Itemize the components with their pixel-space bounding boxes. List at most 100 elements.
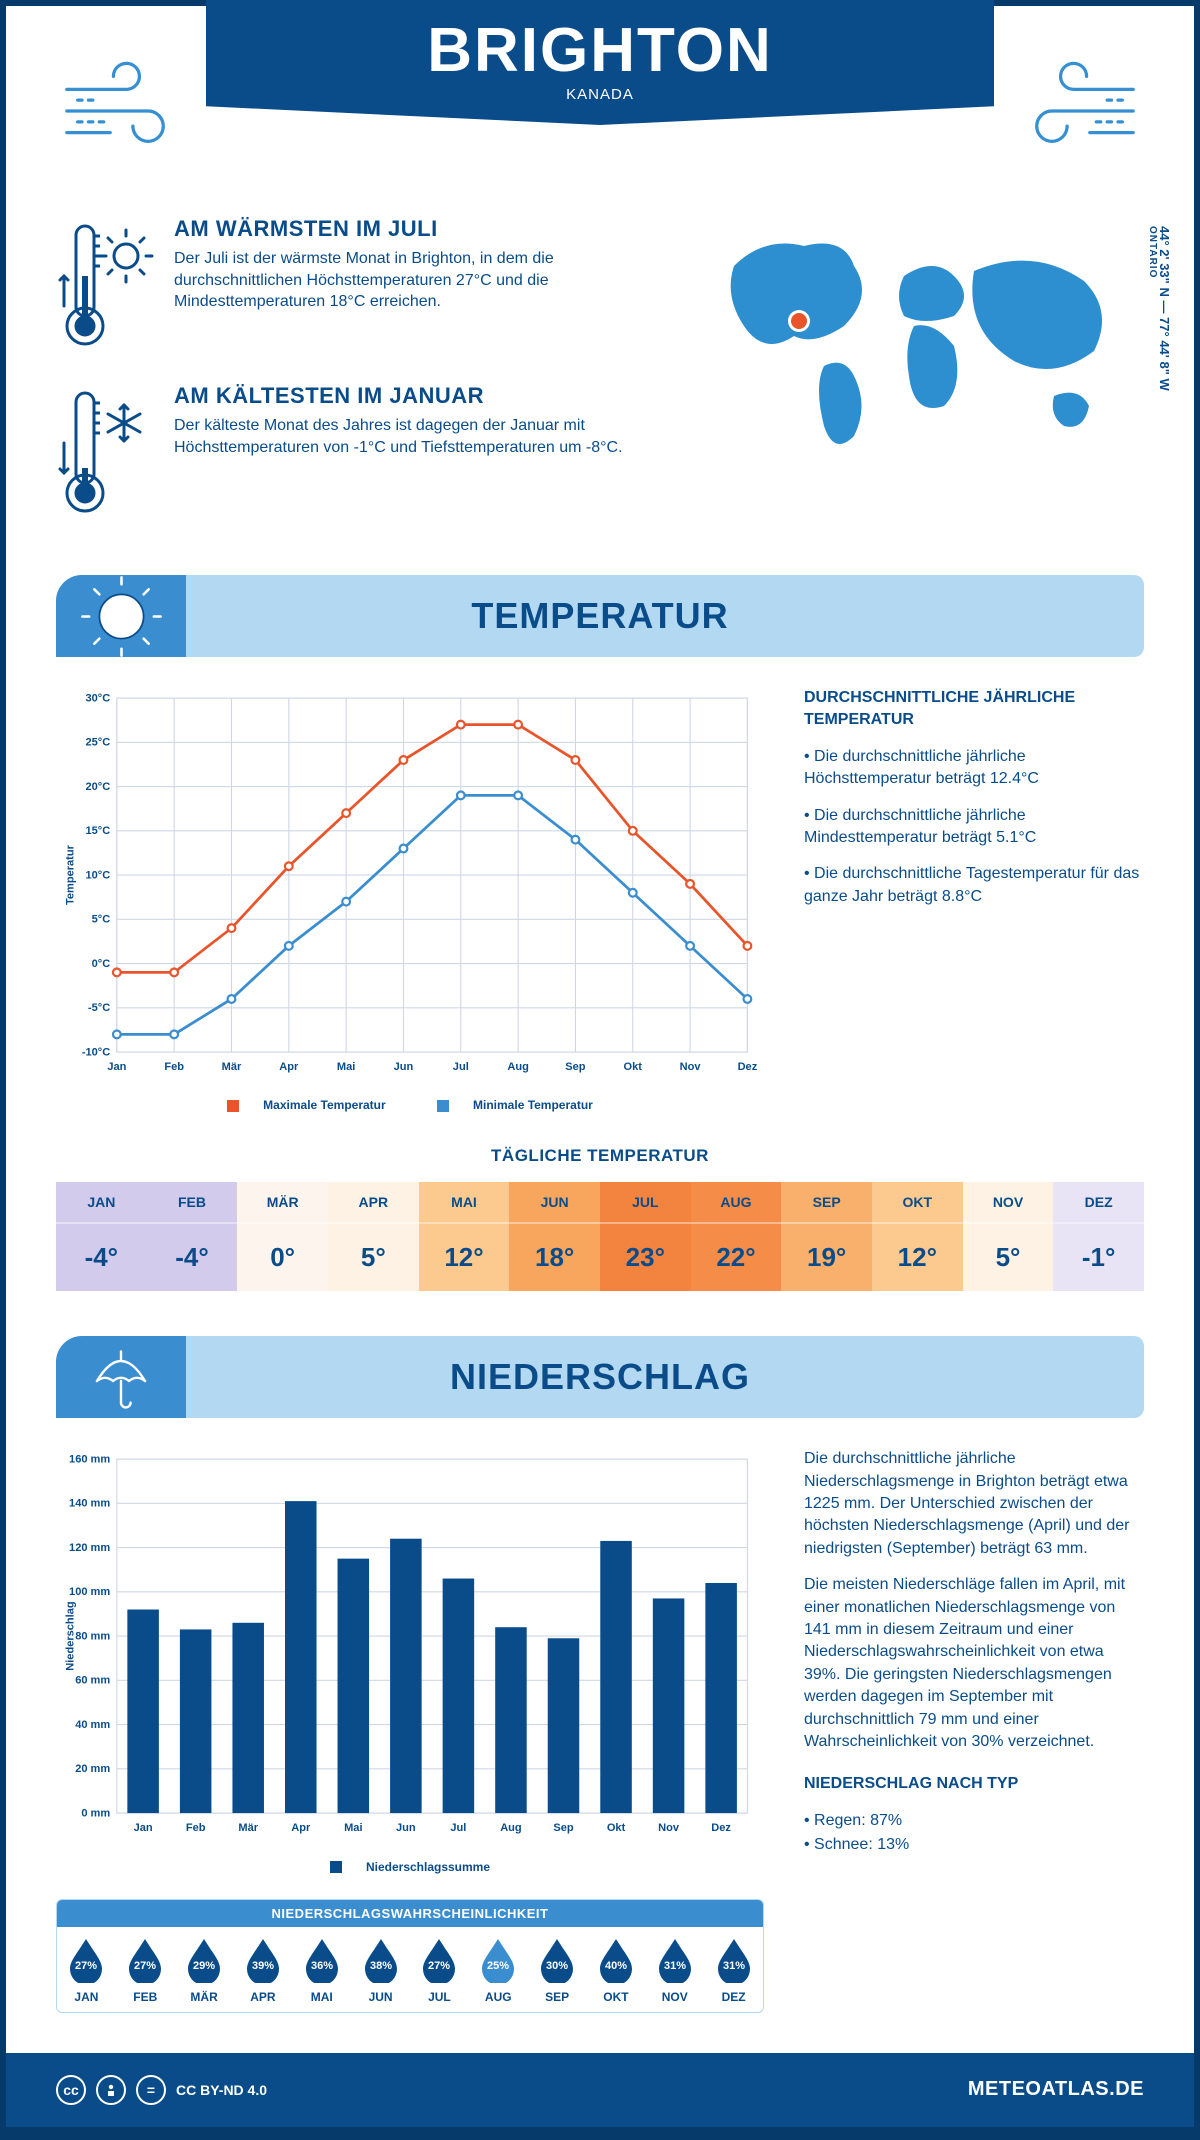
coldest-title: AM KÄLTESTEN IM JANUAR — [174, 383, 674, 409]
svg-text:0 mm: 0 mm — [81, 1808, 110, 1820]
prob-drop: 31% DEZ — [704, 1927, 763, 2012]
daily-month: JUN — [509, 1182, 600, 1224]
svg-text:Sep: Sep — [565, 1061, 586, 1073]
daily-month: AUG — [691, 1182, 782, 1224]
country-name: KANADA — [206, 86, 994, 103]
precipitation-title: NIEDERSCHLAG — [56, 1356, 1144, 1398]
temperature-section-header: TEMPERATUR — [56, 575, 1144, 657]
temperature-title: TEMPERATUR — [56, 595, 1144, 637]
svg-text:30°C: 30°C — [86, 692, 111, 704]
daily-month: SEP — [781, 1182, 872, 1224]
svg-text:Jan: Jan — [134, 1822, 153, 1834]
daily-value: 0° — [237, 1224, 328, 1291]
svg-text:20°C: 20°C — [86, 781, 111, 793]
svg-text:36%: 36% — [311, 1960, 333, 1972]
daily-value: 5° — [963, 1224, 1054, 1291]
summary-row: AM WÄRMSTEN IM JULI Der Juli ist der wär… — [56, 216, 1144, 550]
umbrella-icon — [56, 1336, 186, 1418]
svg-text:40 mm: 40 mm — [75, 1719, 110, 1731]
coldest-text: Der kälteste Monat des Jahres ist dagege… — [174, 415, 674, 458]
svg-text:27%: 27% — [428, 1960, 450, 1972]
svg-text:Feb: Feb — [186, 1822, 206, 1834]
svg-text:10°C: 10°C — [86, 869, 111, 881]
svg-text:29%: 29% — [193, 1960, 215, 1972]
daily-month: MAI — [419, 1182, 510, 1224]
cc-icon: cc — [56, 2075, 86, 2105]
precip-snow: • Schnee: 13% — [804, 1834, 1144, 1856]
thermometer-cold-icon — [56, 383, 156, 528]
daily-value: -4° — [147, 1224, 238, 1291]
daily-value: 23° — [600, 1224, 691, 1291]
precipitation-bar-chart: 0 mm20 mm40 mm60 mm80 mm100 mm120 mm140 … — [56, 1448, 764, 1846]
precip-rain: • Regen: 87% — [804, 1810, 1144, 1832]
license: cc = CC BY-ND 4.0 — [56, 2075, 267, 2105]
precip-p2: Die meisten Niederschläge fallen im Apri… — [804, 1574, 1144, 1753]
daily-month: MÄR — [237, 1182, 328, 1224]
svg-text:Temperatur: Temperatur — [65, 844, 77, 905]
prob-drop: 27% JUL — [410, 1927, 469, 2012]
svg-text:160 mm: 160 mm — [69, 1454, 110, 1466]
svg-text:-5°C: -5°C — [88, 1002, 110, 1014]
header: BRIGHTON KANADA — [56, 46, 1144, 181]
daily-value: 12° — [419, 1224, 510, 1291]
precipitation-probability-box: NIEDERSCHLAGSWAHRSCHEINLICHKEIT 27% JAN … — [56, 1899, 764, 2013]
temp-info-p1: • Die durchschnittliche jährliche Höchst… — [804, 746, 1144, 791]
daily-value: -4° — [56, 1224, 147, 1291]
warmest-title: AM WÄRMSTEN IM JULI — [174, 216, 674, 242]
svg-text:38%: 38% — [370, 1960, 392, 1972]
svg-text:Jul: Jul — [453, 1061, 469, 1073]
precipitation-section-header: NIEDERSCHLAG — [56, 1336, 1144, 1418]
daily-value: 18° — [509, 1224, 600, 1291]
svg-text:Sep: Sep — [553, 1822, 574, 1834]
svg-text:Jan: Jan — [107, 1061, 126, 1073]
prob-drop: 25% AUG — [469, 1927, 528, 2012]
page: BRIGHTON KANADA AM WÄRMSTEN IM JULI Der … — [0, 0, 1200, 2133]
temperature-legend: Maximale Temperatur Minimale Temperatur — [56, 1098, 764, 1112]
svg-text:15°C: 15°C — [86, 825, 111, 837]
daily-temperature-table: JANFEBMÄRAPRMAIJUNJULAUGSEPOKTNOVDEZ-4°-… — [56, 1182, 1144, 1291]
prob-title: NIEDERSCHLAGSWAHRSCHEINLICHKEIT — [57, 1900, 763, 1927]
svg-text:Aug: Aug — [500, 1822, 522, 1834]
warmest-text: Der Juli ist der wärmste Monat in Bright… — [174, 248, 674, 313]
svg-text:Mär: Mär — [222, 1061, 242, 1073]
coordinates: 44° 2' 33" N — 77° 44' 8" W — [1157, 226, 1172, 391]
daily-temp-title: TÄGLICHE TEMPERATUR — [56, 1146, 1144, 1166]
daily-month: NOV — [963, 1182, 1054, 1224]
svg-text:60 mm: 60 mm — [75, 1675, 110, 1687]
by-icon — [96, 2075, 126, 2105]
title-banner: BRIGHTON KANADA — [206, 0, 994, 125]
svg-text:20 mm: 20 mm — [75, 1763, 110, 1775]
prob-drop: 39% APR — [233, 1927, 292, 2012]
svg-text:Nov: Nov — [658, 1822, 680, 1834]
daily-month: JAN — [56, 1182, 147, 1224]
svg-text:30%: 30% — [546, 1960, 568, 1972]
precip-type-heading: NIEDERSCHLAG NACH TYP — [804, 1773, 1144, 1795]
svg-text:5°C: 5°C — [92, 914, 111, 926]
legend-precip: Niederschlagssumme — [366, 1860, 490, 1874]
temperature-block: -10°C-5°C0°C5°C10°C15°C20°C25°C30°CJanFe… — [56, 687, 1144, 1112]
svg-text:Dez: Dez — [711, 1822, 731, 1834]
world-map: ONTARIO 44° 2' 33" N — 77° 44' 8" W — [704, 216, 1144, 550]
prob-drop: 31% NOV — [645, 1927, 704, 2012]
legend-max: Maximale Temperatur — [263, 1098, 386, 1112]
nd-icon: = — [136, 2075, 166, 2105]
coldest-fact: AM KÄLTESTEN IM JANUAR Der kälteste Mona… — [56, 383, 674, 528]
license-text: CC BY-ND 4.0 — [176, 2082, 267, 2098]
svg-text:Niederschlag: Niederschlag — [65, 1601, 77, 1671]
prob-drop: 27% FEB — [116, 1927, 175, 2012]
prob-drop: 40% OKT — [586, 1927, 645, 2012]
prob-drop: 36% MAI — [292, 1927, 351, 2012]
temp-info-p3: • Die durchschnittliche Tagestemperatur … — [804, 863, 1144, 908]
svg-text:Jul: Jul — [450, 1822, 466, 1834]
precipitation-legend: Niederschlagssumme — [56, 1860, 764, 1874]
svg-text:80 mm: 80 mm — [75, 1631, 110, 1643]
svg-text:25%: 25% — [487, 1960, 509, 1972]
svg-text:Aug: Aug — [507, 1061, 529, 1073]
daily-value: 22° — [691, 1224, 782, 1291]
svg-text:39%: 39% — [252, 1960, 274, 1972]
svg-text:Dez: Dez — [738, 1061, 758, 1073]
svg-text:27%: 27% — [134, 1960, 156, 1972]
temperature-info: DURCHSCHNITTLICHE JÄHRLICHE TEMPERATUR •… — [804, 687, 1144, 1112]
svg-text:31%: 31% — [723, 1960, 745, 1972]
precip-p1: Die durchschnittliche jährliche Niedersc… — [804, 1448, 1144, 1560]
